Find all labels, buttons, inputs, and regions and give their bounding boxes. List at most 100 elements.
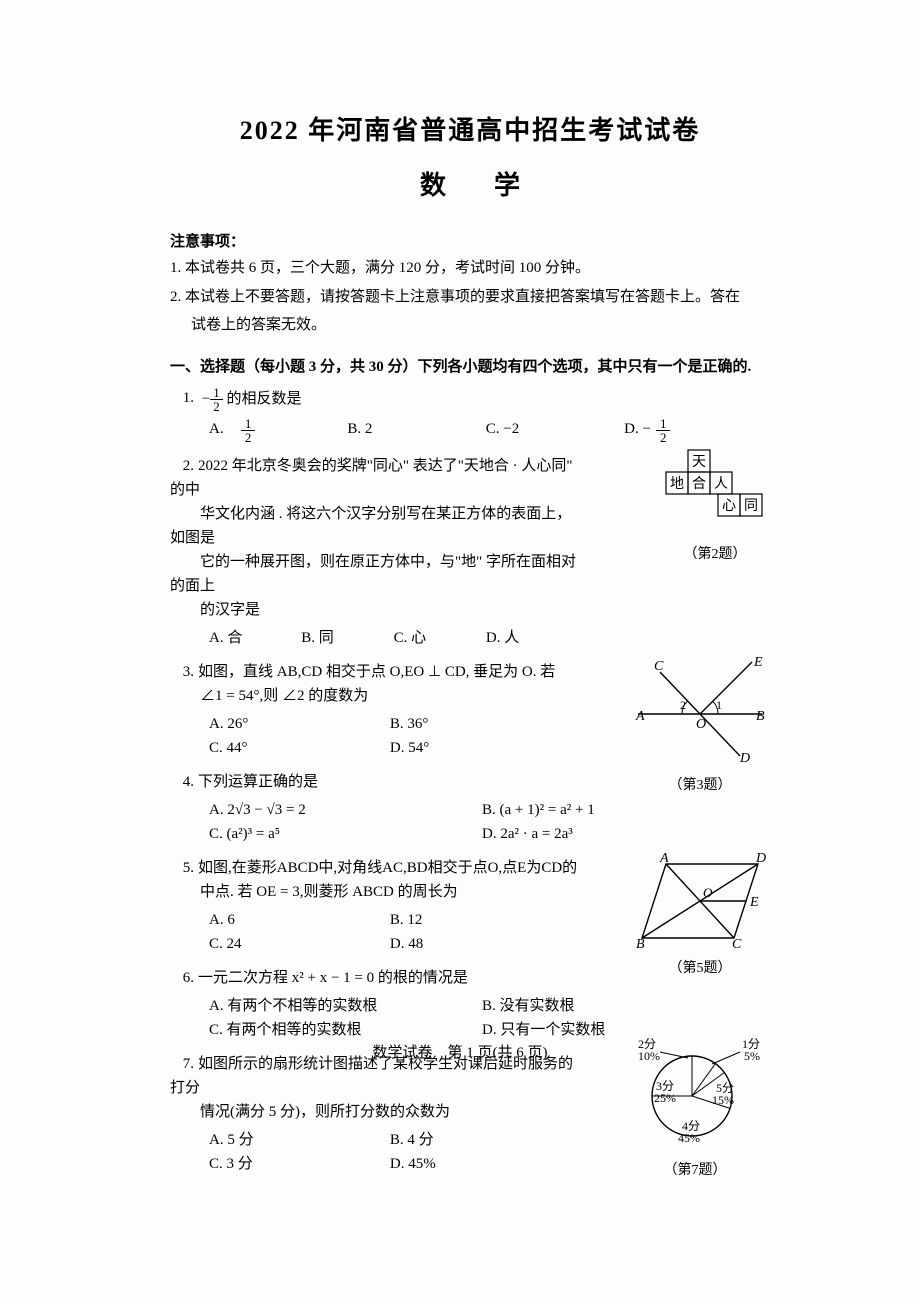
svg-text:O: O bbox=[696, 717, 706, 732]
svg-text:D: D bbox=[755, 852, 766, 866]
q2-C: C. 心 bbox=[394, 626, 483, 650]
q3-l2: ∠1 = 54°,则 ∠2 的度数为 bbox=[170, 688, 368, 704]
q4-options: A. 2√3 − √3 = 2 B. (a + 1)² = a² + 1 C. … bbox=[170, 798, 770, 846]
q2-l3: 它的一种展开图，则在原正方体中，与"地" 字所在面相对的面上 bbox=[170, 554, 576, 594]
q2-l2: 华文化内涵 . 将这六个汉字分别写在某正方体的表面上，如图是 bbox=[170, 506, 571, 546]
q4-num: 4. bbox=[170, 770, 194, 794]
notice-heading: 注意事项： bbox=[170, 230, 770, 251]
svg-text:2: 2 bbox=[680, 698, 686, 712]
svg-text:合: 合 bbox=[692, 476, 706, 492]
question-6: 6.一元二次方程 x² + x − 1 = 0 的根的情况是 A. 有两个不相等… bbox=[170, 966, 770, 1042]
notice-2b: 试卷上的答案无效。 bbox=[170, 314, 770, 337]
svg-text:地: 地 bbox=[670, 476, 684, 492]
q3-A: A. 26° bbox=[209, 712, 386, 736]
q1-A: A. 12 bbox=[209, 417, 344, 444]
svg-text:C: C bbox=[654, 659, 664, 674]
q6-text: 一元二次方程 x² + x − 1 = 0 的根的情况是 bbox=[198, 970, 468, 986]
question-3: 3.如图，直线 AB,CD 相交于点 O,EO ⊥ CD, 垂足为 O. 若 ∠… bbox=[170, 660, 578, 760]
q5-figure: A D B C O E （第5题） bbox=[630, 852, 770, 977]
q4-text: 下列运算正确的是 bbox=[198, 774, 318, 790]
svg-text:天: 天 bbox=[692, 455, 706, 470]
lines-angle-icon: A B C D E O 1 2 bbox=[630, 654, 770, 769]
q7-options: A. 5 分 B. 4 分 C. 3 分 D. 45% bbox=[170, 1128, 578, 1176]
page-footer: 数学试卷 第 1 页(共 6 页) bbox=[0, 1041, 920, 1062]
svg-text:25%: 25% bbox=[654, 1091, 676, 1105]
notice-2: 2. 本试卷上不要答题，请按答题卡上注意事项的要求直接把答案填写在答题卡上。答在 bbox=[170, 286, 770, 309]
svg-text:心: 心 bbox=[722, 498, 736, 514]
q5-l1: 如图,在菱形ABCD中,对角线AC,BD相交于点O,点E为CD的 bbox=[198, 860, 577, 876]
q4-D: D. 2a² · a = 2a³ bbox=[482, 822, 751, 846]
exam-page: 2022 年河南省普通高中招生考试试卷 数学 注意事项： 1. 本试卷共 6 页… bbox=[0, 0, 920, 1302]
q7-l2: 情况(满分 5 分)，则所打分数的众数为 bbox=[170, 1104, 450, 1120]
notice-1: 1. 本试卷共 6 页，三个大题，满分 120 分，考试时间 100 分钟。 bbox=[170, 257, 770, 280]
q1-C: C. −2 bbox=[486, 417, 621, 441]
svg-text:D: D bbox=[739, 751, 750, 766]
q4-B: B. (a + 1)² = a² + 1 bbox=[482, 798, 751, 822]
question-5: 5.如图,在菱形ABCD中,对角线AC,BD相交于点O,点E为CD的 中点. 若… bbox=[170, 856, 578, 956]
q6-num: 6. bbox=[170, 966, 194, 990]
svg-text:B: B bbox=[636, 937, 645, 952]
svg-text:人: 人 bbox=[714, 476, 728, 492]
q5-l2: 中点. 若 OE = 3,则菱形 ABCD 的周长为 bbox=[170, 884, 458, 900]
svg-text:45%: 45% bbox=[678, 1131, 700, 1145]
q5-D: D. 48 bbox=[390, 932, 567, 956]
svg-text:E: E bbox=[749, 895, 759, 910]
question-2-wrap: 2.2022 年北京冬奥会的奖牌"同心" 表达了"天地合 · 人心同" 的中 华… bbox=[170, 454, 770, 650]
q2-num: 2. bbox=[170, 454, 194, 478]
q2-fig-label: （第2题） bbox=[660, 543, 770, 563]
svg-text:B: B bbox=[756, 709, 765, 724]
question-7-wrap: 7.如图所示的扇形统计图描述了某校学生对课后延时服务的打分 情况(满分 5 分)… bbox=[170, 1052, 770, 1176]
q5-B: B. 12 bbox=[390, 908, 567, 932]
q7-fig-label: （第7题） bbox=[620, 1159, 770, 1179]
q6-B: B. 没有实数根 bbox=[482, 994, 751, 1018]
q4-C: C. (a²)³ = a⁵ bbox=[209, 822, 478, 846]
question-2: 2.2022 年北京冬奥会的奖牌"同心" 表达了"天地合 · 人心同" 的中 华… bbox=[170, 454, 578, 650]
q3-D: D. 54° bbox=[390, 736, 567, 760]
q1-D: D. −12 bbox=[624, 417, 759, 444]
svg-text:15%: 15% bbox=[712, 1093, 734, 1107]
svg-text:C: C bbox=[732, 937, 742, 952]
q7-C: C. 3 分 bbox=[209, 1152, 386, 1176]
q2-figure: 天 地 合 人 心 同 （第2题） bbox=[660, 448, 770, 563]
q3-num: 3. bbox=[170, 660, 194, 684]
svg-text:A: A bbox=[635, 709, 645, 724]
q4-A: A. 2√3 − √3 = 2 bbox=[209, 798, 478, 822]
q1-options: A. 12 B. 2 C. −2 D. −12 bbox=[170, 417, 770, 444]
q6-A: A. 有两个不相等的实数根 bbox=[209, 994, 478, 1018]
q1-B: B. 2 bbox=[347, 417, 482, 441]
question-1: 1. −12 的相反数是 A. 12 B. 2 C. −2 D. −12 bbox=[170, 386, 770, 444]
q1-text-pre: − bbox=[202, 390, 210, 406]
subject-title: 数学 bbox=[170, 165, 770, 202]
q3-C: C. 44° bbox=[209, 736, 386, 760]
svg-text:E: E bbox=[753, 655, 763, 670]
q5-num: 5. bbox=[170, 856, 194, 880]
question-7: 7.如图所示的扇形统计图描述了某校学生对课后延时服务的打分 情况(满分 5 分)… bbox=[170, 1052, 578, 1176]
q2-B: B. 同 bbox=[301, 626, 390, 650]
question-5-wrap: 5.如图,在菱形ABCD中,对角线AC,BD相交于点O,点E为CD的 中点. 若… bbox=[170, 856, 770, 956]
q7-A: A. 5 分 bbox=[209, 1128, 386, 1152]
q6-C: C. 有两个相等的实数根 bbox=[209, 1018, 478, 1042]
q2-l4: 的汉字是 bbox=[170, 602, 260, 618]
section-1-heading: 一、选择题（每小题 3 分，共 30 分）下列各小题均有四个选项，其中只有一个是… bbox=[170, 355, 770, 376]
q1-frac: 12 bbox=[210, 386, 223, 413]
q1-num: 1. bbox=[170, 386, 194, 410]
svg-text:A: A bbox=[659, 852, 669, 866]
svg-text:同: 同 bbox=[744, 499, 758, 514]
q5-options: A. 6 B. 12 C. 24 D. 48 bbox=[170, 908, 578, 956]
cube-net-icon: 天 地 合 人 心 同 bbox=[660, 448, 770, 538]
q5-C: C. 24 bbox=[209, 932, 386, 956]
q3-B: B. 36° bbox=[390, 712, 567, 736]
svg-text:1: 1 bbox=[716, 698, 722, 712]
q1-text-post: 的相反数是 bbox=[223, 390, 302, 406]
question-3-wrap: 3.如图，直线 AB,CD 相交于点 O,EO ⊥ CD, 垂足为 O. 若 ∠… bbox=[170, 660, 770, 760]
page-title: 2022 年河南省普通高中招生考试试卷 bbox=[170, 110, 770, 147]
svg-text:O: O bbox=[703, 885, 713, 900]
q2-options: A. 合 B. 同 C. 心 D. 人 bbox=[170, 626, 578, 650]
q3-options: A. 26° B. 36° C. 44° D. 54° bbox=[170, 712, 578, 760]
q7-D: D. 45% bbox=[390, 1152, 567, 1176]
q2-D: D. 人 bbox=[486, 626, 575, 650]
question-4: 4.下列运算正确的是 A. 2√3 − √3 = 2 B. (a + 1)² =… bbox=[170, 770, 770, 846]
q2-l1: 2022 年北京冬奥会的奖牌"同心" 表达了"天地合 · 人心同" 的中 bbox=[170, 458, 573, 498]
q2-A: A. 合 bbox=[209, 626, 298, 650]
q5-A: A. 6 bbox=[209, 908, 386, 932]
